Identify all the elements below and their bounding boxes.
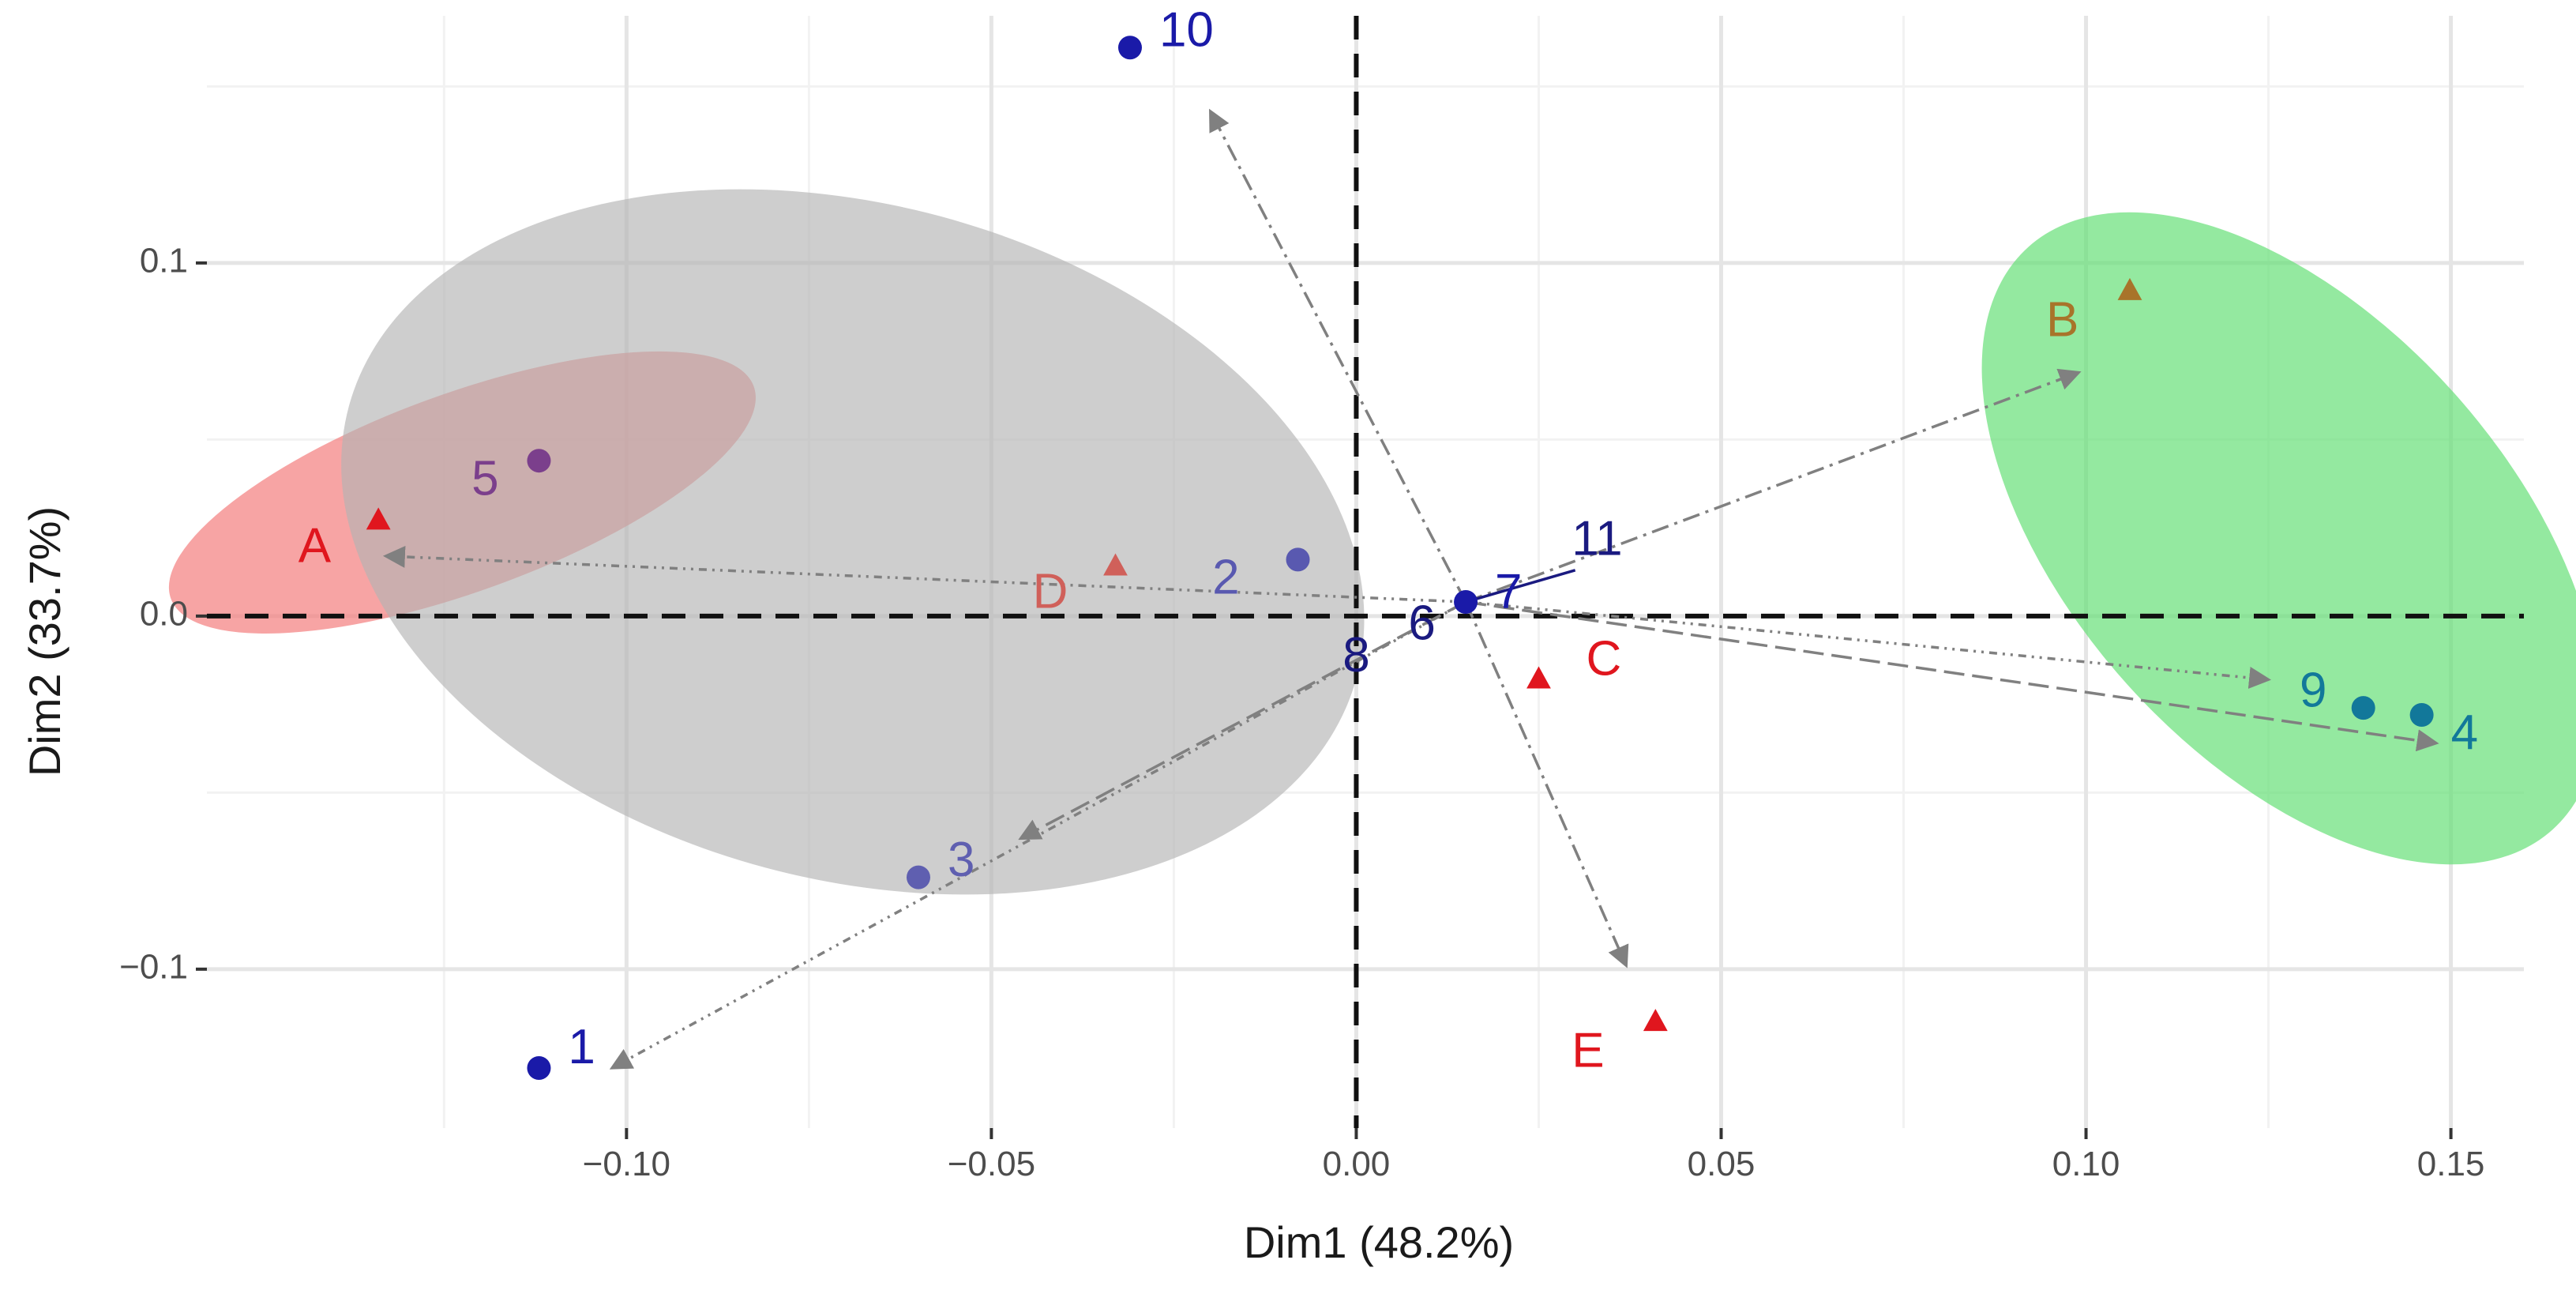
arrow-2 <box>382 545 1466 604</box>
x-tick-label: 0.10 <box>2052 1145 2120 1183</box>
arrow-5 <box>1209 108 1467 603</box>
label-8: 8 <box>1342 628 1369 683</box>
concentration-ellipses <box>168 189 2576 895</box>
point-9 <box>2351 696 2375 720</box>
triangle-C <box>1526 666 1551 689</box>
triangle-A <box>366 507 391 530</box>
label-7: 7 <box>1495 564 1522 619</box>
label-5: 5 <box>471 451 498 506</box>
arrows <box>382 108 2439 1070</box>
x-tick-label: 0.15 <box>2417 1145 2485 1183</box>
label-4: 4 <box>2451 705 2478 760</box>
label-A: A <box>299 518 332 573</box>
label-11: 11 <box>1572 511 1622 566</box>
segment-7-11 <box>1465 569 1576 604</box>
point-5 <box>527 449 551 473</box>
point-10 <box>1117 36 1142 60</box>
x-tick-label: −0.10 <box>583 1145 670 1183</box>
y-axis-title: Dim2 (33.7%) <box>20 506 69 777</box>
triangle-E <box>1643 1009 1668 1032</box>
point-2 <box>1286 547 1310 572</box>
label-D: D <box>1033 564 1068 619</box>
label-C: C <box>1587 631 1622 686</box>
label-3: 3 <box>948 833 974 887</box>
arrow-4 <box>609 600 1466 1070</box>
green-cluster-ellipse <box>1981 212 2576 865</box>
x-tick-label: −0.05 <box>948 1145 1035 1183</box>
x-axis-title: Dim1 (48.2%) <box>1244 1217 1514 1267</box>
x-tick-label: 0.00 <box>1323 1145 1391 1183</box>
point-4 <box>2409 703 2434 728</box>
arrow-1 <box>1465 368 2082 604</box>
label-B: B <box>2046 292 2078 347</box>
reference-lines <box>207 16 2524 1128</box>
label-10: 10 <box>1159 3 1214 58</box>
point-1 <box>527 1056 551 1081</box>
point-7 <box>1454 589 1478 614</box>
x-tick-label: 0.05 <box>1688 1145 1756 1183</box>
y-tick-label: −0.1 <box>119 947 188 986</box>
triangle-B <box>2117 277 2142 300</box>
triangle-D <box>1103 553 1128 576</box>
grey-cluster-ellipse <box>341 189 1365 895</box>
axes: −0.10 −0.05 0.00 0.05 0.10 0.15 0.1 0.0 −0.1 <box>119 242 2484 1183</box>
points <box>366 36 2434 1081</box>
y-tick-label: 0.0 <box>140 594 188 633</box>
point-labels: 1 2 3 4 5 6 7 8 9 10 11 A B C D E <box>299 3 2478 1078</box>
label-E: E <box>1572 1024 1604 1078</box>
arrow-8 <box>1465 600 2439 752</box>
label-9: 9 <box>2300 664 2326 718</box>
label-6: 6 <box>1408 596 1435 651</box>
point-3 <box>906 865 930 889</box>
label-2: 2 <box>1212 551 1239 605</box>
arrow-7 <box>1465 600 2272 689</box>
y-tick-label: 0.1 <box>140 242 188 280</box>
label-1: 1 <box>568 1020 595 1074</box>
